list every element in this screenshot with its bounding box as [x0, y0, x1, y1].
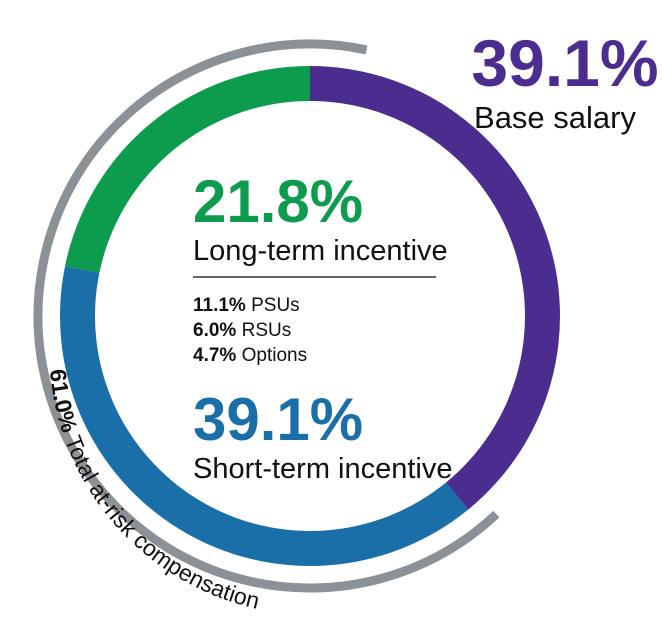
donut-slice-base-salary — [310, 66, 561, 510]
breakdown-label: PSUs — [251, 295, 300, 316]
breakdown-value: 4.7% — [193, 345, 236, 366]
breakdown-label: Options — [242, 345, 307, 366]
donut-slice-long-term-incentive — [65, 66, 310, 274]
long-term-label: Long-term incentive — [193, 235, 448, 267]
breakdown-value: 11.1% — [193, 295, 246, 316]
donut-slices — [59, 66, 561, 566]
breakdown-label: RSUs — [242, 320, 292, 341]
base-salary-label: Base salary — [474, 100, 636, 135]
long-term-value: 21.8% — [193, 168, 363, 235]
donut-slice-short-term-incentive — [59, 266, 469, 566]
short-term-value: 39.1% — [193, 386, 363, 453]
breakdown-item: 6.0% RSUs — [193, 320, 291, 341]
breakdown-value: 6.0% — [193, 320, 236, 341]
at-risk-bracket-arc — [33, 39, 500, 593]
base-salary-value: 39.1% — [471, 26, 658, 100]
breakdown-item: 4.7% Options — [193, 345, 307, 366]
breakdown-item: 11.1% PSUs — [193, 295, 300, 316]
short-term-label: Short-term incentive — [193, 453, 453, 485]
